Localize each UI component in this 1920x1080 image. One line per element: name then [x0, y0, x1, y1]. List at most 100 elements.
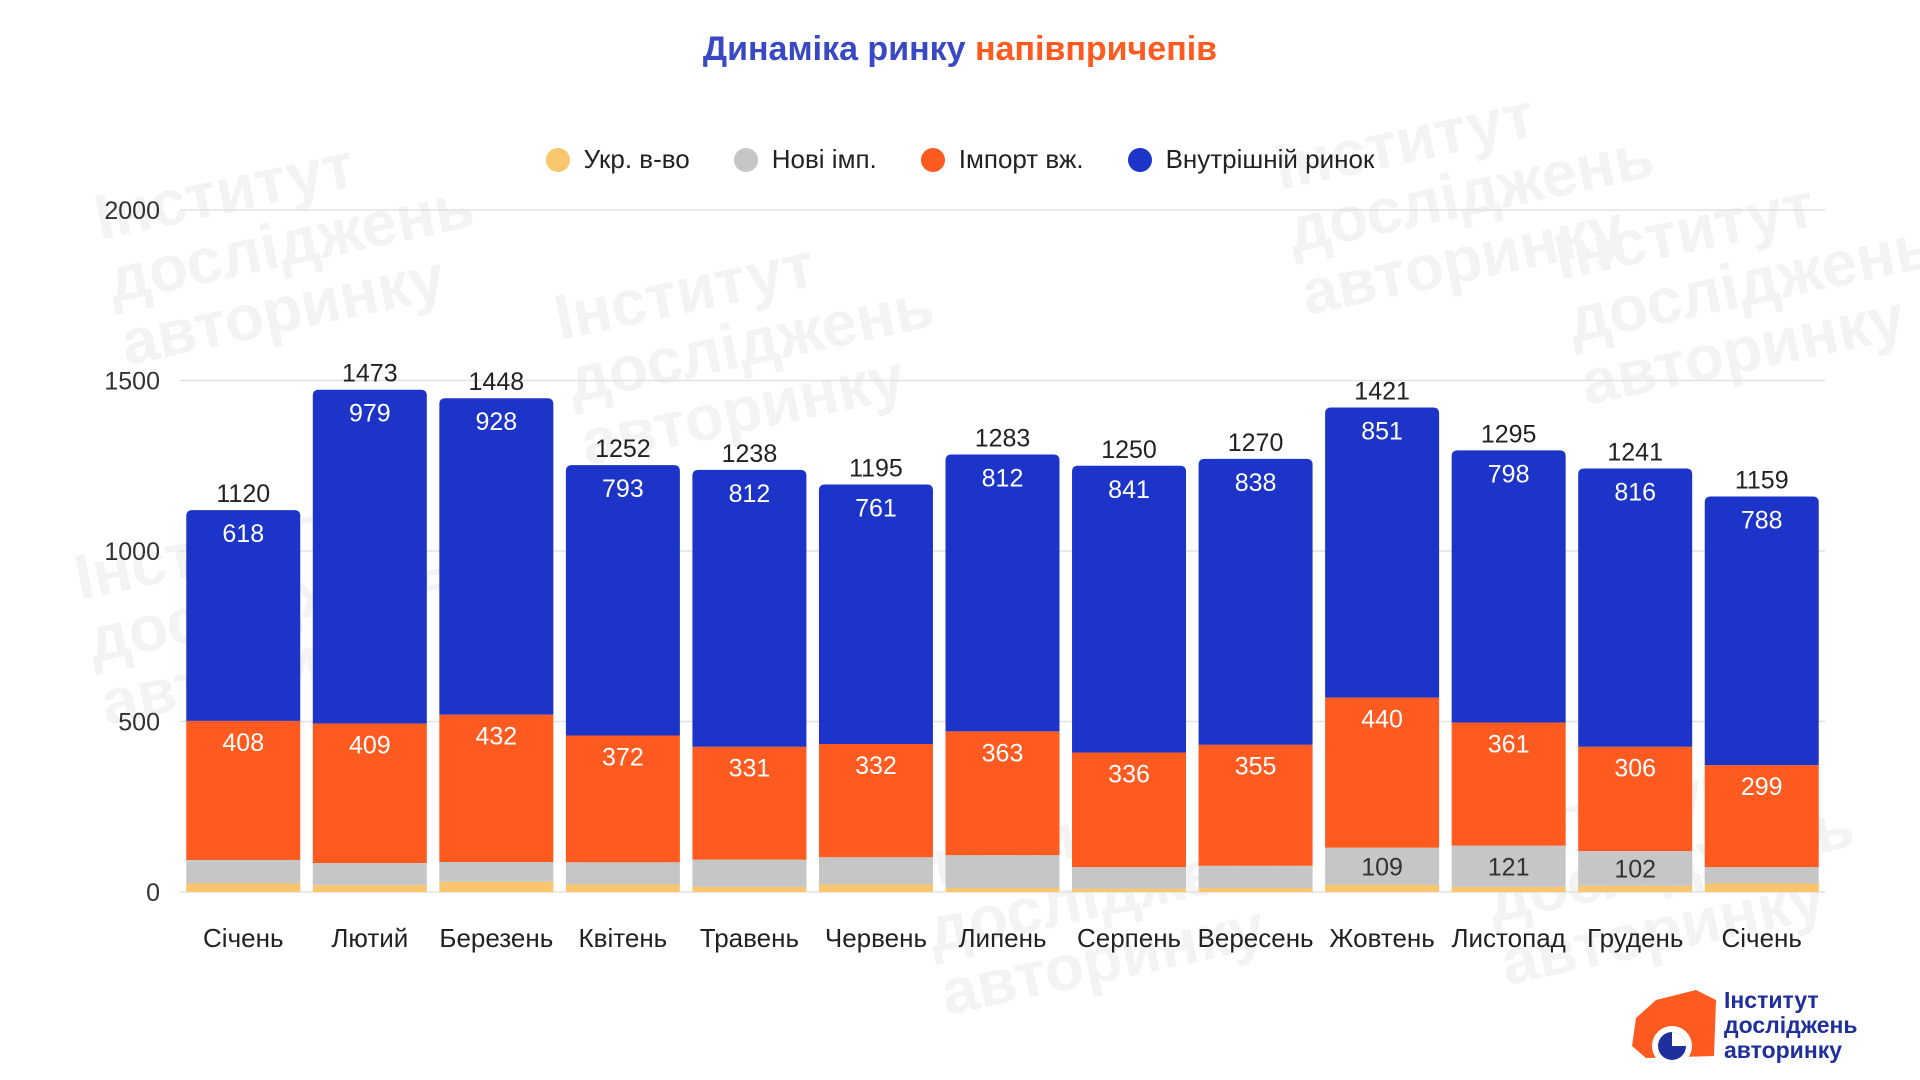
data-label: 432	[475, 723, 517, 751]
logo-line3: авторинку	[1724, 1037, 1843, 1063]
x-tick-label: Січень	[1721, 923, 1801, 953]
legend-label-ukr: Укр. в-во	[583, 144, 690, 174]
bar-segment	[1451, 450, 1566, 723]
bar-segment	[1578, 468, 1693, 747]
data-label: 793	[602, 475, 644, 503]
bar-segment	[1198, 744, 1313, 866]
x-tick-label: Лютий	[331, 923, 408, 953]
x-tick-label: Червень	[825, 923, 927, 953]
data-label: 336	[1108, 761, 1150, 789]
bar-segment	[1578, 885, 1693, 892]
data-label: 332	[855, 752, 897, 780]
bar-segment	[312, 723, 427, 864]
chart-title-part2: напівпричепів	[975, 30, 1218, 68]
bar-segment	[1451, 722, 1566, 846]
bar-segment	[818, 857, 933, 885]
bar-segment	[186, 883, 301, 892]
x-tick-label: Травень	[700, 923, 799, 953]
data-label: 812	[729, 480, 771, 508]
data-label: 299	[1741, 773, 1783, 801]
bar-segment	[565, 465, 680, 736]
data-label: 372	[602, 743, 644, 771]
data-label: 121	[1488, 853, 1530, 881]
bar-segment	[1578, 746, 1693, 852]
y-tick-label: 2000	[104, 197, 160, 225]
bar-segment	[1198, 887, 1313, 892]
bar-segment	[186, 510, 301, 721]
bar-segment	[945, 887, 1060, 892]
data-label: 109	[1361, 853, 1403, 881]
data-label: 102	[1614, 855, 1656, 883]
data-label: 788	[1741, 506, 1783, 534]
legend-dot-new-imp	[733, 147, 758, 172]
x-tick-label: Жовтень	[1329, 923, 1434, 953]
x-tick-label: Листопад	[1451, 923, 1565, 953]
data-label: 331	[729, 755, 771, 783]
data-label: 838	[1235, 469, 1277, 497]
data-label: 408	[222, 729, 264, 757]
x-tick-label: Грудень	[1587, 923, 1683, 953]
data-label: 618	[222, 520, 264, 548]
bar-segment	[1325, 884, 1440, 892]
bar-segment	[1451, 845, 1566, 887]
legend-dot-domestic	[1127, 147, 1152, 172]
legend-item-import-used[interactable]: Імпорт вж.	[920, 144, 1084, 175]
legend-label-import-used: Імпорт вж.	[958, 144, 1084, 174]
bar-segment	[312, 885, 427, 892]
chart-title-part1: Динаміка ринку	[702, 30, 966, 68]
bar-segment	[692, 469, 807, 747]
bar-segment	[818, 744, 933, 858]
total-label: 1195	[849, 455, 903, 483]
data-label: 851	[1361, 417, 1403, 445]
bar-segment	[1578, 851, 1693, 886]
y-tick-label: 500	[118, 709, 160, 737]
data-label: 761	[855, 495, 897, 523]
legend-item-domestic[interactable]: Внутрішній ринок	[1127, 144, 1374, 175]
bar-segment	[1198, 458, 1313, 745]
data-label: 812	[982, 464, 1024, 492]
bar-segment	[1072, 867, 1187, 889]
bar-segment	[1704, 765, 1819, 868]
legend: Укр. в-во Нові імп. Імпорт вж. Внутрішні…	[0, 144, 1920, 175]
legend-label-new-imp: Нові імп.	[771, 144, 877, 174]
bar-segment	[1325, 847, 1440, 885]
logo-text: Інститут досліджень авторинку	[1724, 988, 1858, 1063]
data-label: 841	[1108, 476, 1150, 504]
bar-segment	[1704, 867, 1819, 884]
legend-item-ukr[interactable]: Укр. в-во	[545, 144, 690, 175]
bar-segment	[439, 714, 554, 862]
bar-segment	[1451, 886, 1566, 892]
bar-segment	[1072, 465, 1187, 753]
x-tick-label: Серпень	[1077, 923, 1181, 953]
legend-item-new-imp[interactable]: Нові імп.	[733, 144, 877, 175]
bar-segment	[1072, 888, 1187, 892]
chart-title: Динаміка ринку напівпричепів	[0, 30, 1920, 69]
total-label: 1283	[975, 424, 1031, 452]
x-tick-label: Липень	[958, 923, 1046, 953]
bar-segment	[439, 398, 554, 715]
total-label: 1448	[469, 368, 525, 396]
bar-segment	[312, 389, 427, 724]
bar-segment	[818, 484, 933, 745]
bar-segment	[692, 859, 807, 887]
data-label: 409	[349, 732, 391, 760]
x-tick-label: Березень	[439, 923, 553, 953]
y-tick-label: 1000	[104, 538, 160, 566]
total-label: 1120	[216, 480, 270, 508]
data-label: 798	[1488, 460, 1530, 488]
total-label: 1421	[1354, 377, 1410, 405]
data-label: 816	[1614, 478, 1656, 506]
bar-segment	[565, 862, 680, 885]
data-label: 355	[1235, 753, 1277, 781]
data-label: 440	[1361, 706, 1403, 734]
legend-dot-ukr	[545, 147, 570, 172]
total-label: 1250	[1101, 436, 1157, 464]
bar-segment	[945, 731, 1060, 856]
total-label: 1238	[722, 440, 778, 468]
bar-segment	[565, 735, 680, 863]
bar-segment	[692, 746, 807, 860]
bar-segment	[818, 884, 933, 892]
bar-segment	[1198, 865, 1313, 888]
logo-line2: досліджень	[1724, 1012, 1858, 1038]
